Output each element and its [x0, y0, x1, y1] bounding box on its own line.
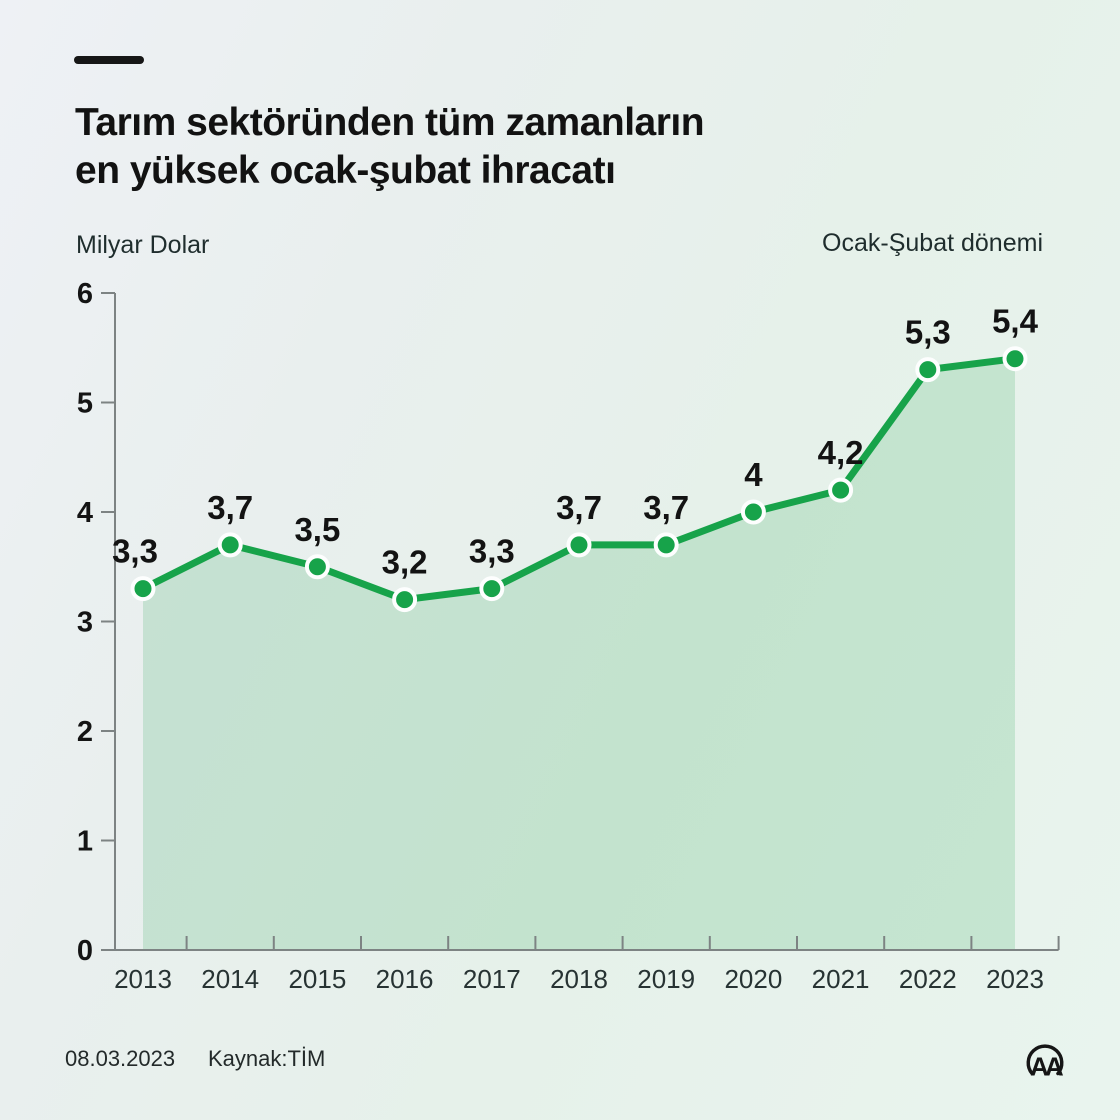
data-point — [217, 532, 243, 558]
data-point-label: 3,7 — [207, 489, 253, 526]
y-axis-tick-label: 6 — [77, 278, 93, 310]
x-axis-year-label: 2022 — [899, 964, 957, 994]
data-point-label: 3,3 — [469, 533, 515, 570]
x-axis-year-label: 2018 — [550, 964, 608, 994]
data-point-label: 4,2 — [818, 434, 864, 471]
title-dash — [74, 56, 144, 64]
y-axis-tick-label: 3 — [77, 607, 93, 639]
data-point — [566, 532, 592, 558]
area-fill — [143, 358, 1015, 950]
y-axis-tick-label: 4 — [77, 497, 93, 529]
y-axis-tick-label: 1 — [77, 826, 93, 858]
source-label: Kaynak:TİM — [208, 1046, 326, 1071]
x-axis-year-label: 2020 — [724, 964, 782, 994]
data-point — [828, 477, 854, 503]
x-axis-year-label: 2017 — [463, 964, 521, 994]
publish-date: 08.03.2023 — [65, 1046, 176, 1071]
y-axis-tick-label: 2 — [77, 716, 93, 748]
x-axis-year-label: 2015 — [288, 964, 346, 994]
data-point-label: 3,3 — [112, 533, 158, 570]
x-axis-year-label: 2013 — [114, 964, 172, 994]
data-point-label: 3,7 — [643, 489, 689, 526]
data-point-label: 5,4 — [992, 303, 1039, 340]
data-point — [304, 554, 330, 580]
y-axis-tick-label: 0 — [77, 935, 93, 967]
page-title: Tarım sektöründen tüm zamanların en yüks… — [75, 101, 705, 192]
x-axis-year-label: 2016 — [376, 964, 434, 994]
logo-arc — [1026, 1044, 1064, 1076]
data-point — [740, 499, 766, 525]
data-point — [1002, 346, 1028, 372]
data-point — [915, 357, 941, 383]
y-axis-unit-label: Milyar Dolar — [76, 231, 210, 259]
period-label: Ocak-Şubat dönemi — [822, 229, 1043, 257]
logo-letters: AA — [1030, 1053, 1063, 1081]
data-point-label: 4 — [744, 456, 763, 493]
data-point — [130, 576, 156, 602]
data-point-label: 3,7 — [556, 489, 602, 526]
data-point — [653, 532, 679, 558]
data-point — [392, 587, 418, 613]
data-point-label: 5,3 — [905, 314, 951, 351]
x-axis-year-label: 2023 — [986, 964, 1044, 994]
aa-agency-logo-icon: AA — [1026, 1044, 1067, 1081]
data-point — [479, 576, 505, 602]
y-axis-tick-label: 5 — [77, 388, 93, 420]
data-point-label: 3,5 — [294, 511, 340, 548]
data-point-label: 3,2 — [382, 544, 428, 581]
x-axis-year-label: 2014 — [201, 964, 259, 994]
x-axis-year-label: 2021 — [812, 964, 870, 994]
x-axis-year-label: 2019 — [637, 964, 695, 994]
